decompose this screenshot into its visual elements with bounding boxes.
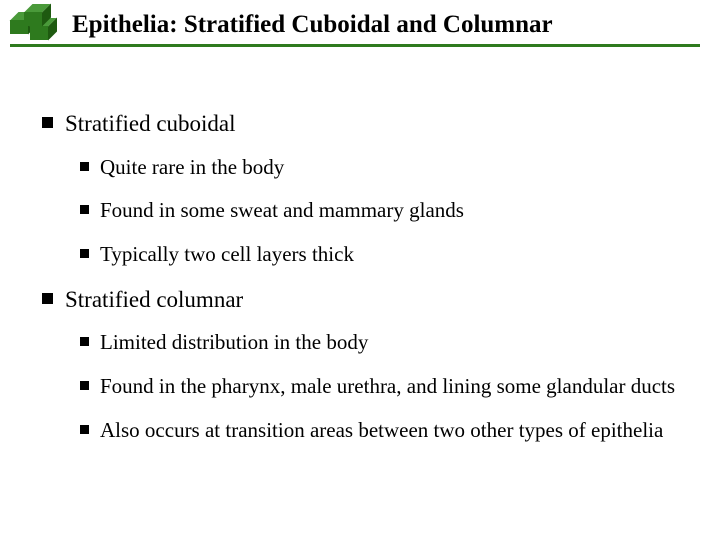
title-underline (10, 44, 700, 47)
square-bullet-icon (80, 381, 89, 390)
list-item: Found in some sweat and mammary glands (80, 198, 690, 224)
list-item: Also occurs at transition areas between … (80, 418, 690, 444)
square-bullet-icon (80, 337, 89, 346)
square-bullet-icon (80, 425, 89, 434)
square-bullet-icon (80, 162, 89, 171)
bullet-text: Limited distribution in the body (100, 330, 368, 356)
bullet-text: Quite rare in the body (100, 155, 284, 181)
list-item: Typically two cell layers thick (80, 242, 690, 268)
square-bullet-icon (42, 293, 53, 304)
list-item: Stratified columnar (42, 286, 690, 315)
section-heading: Stratified columnar (65, 286, 243, 315)
section-heading: Stratified cuboidal (65, 110, 236, 139)
logo-cubes-icon (10, 8, 62, 42)
square-bullet-icon (80, 249, 89, 258)
list-item: Stratified cuboidal (42, 110, 690, 139)
list-item: Limited distribution in the body (80, 330, 690, 356)
square-bullet-icon (42, 117, 53, 128)
bullet-text: Found in some sweat and mammary glands (100, 198, 464, 224)
square-bullet-icon (80, 205, 89, 214)
slide-title: Epithelia: Stratified Cuboidal and Colum… (72, 11, 553, 39)
bullet-text: Typically two cell layers thick (100, 242, 354, 268)
slide-content: Stratified cuboidal Quite rare in the bo… (0, 42, 720, 443)
section-stratified-cuboidal: Stratified cuboidal Quite rare in the bo… (42, 110, 690, 268)
list-item: Found in the pharynx, male urethra, and … (80, 374, 690, 400)
slide-header: Epithelia: Stratified Cuboidal and Colum… (0, 0, 720, 42)
section-stratified-columnar: Stratified columnar Limited distribution… (42, 286, 690, 444)
bullet-text: Found in the pharynx, male urethra, and … (100, 374, 675, 400)
list-item: Quite rare in the body (80, 155, 690, 181)
bullet-text: Also occurs at transition areas between … (100, 418, 663, 444)
